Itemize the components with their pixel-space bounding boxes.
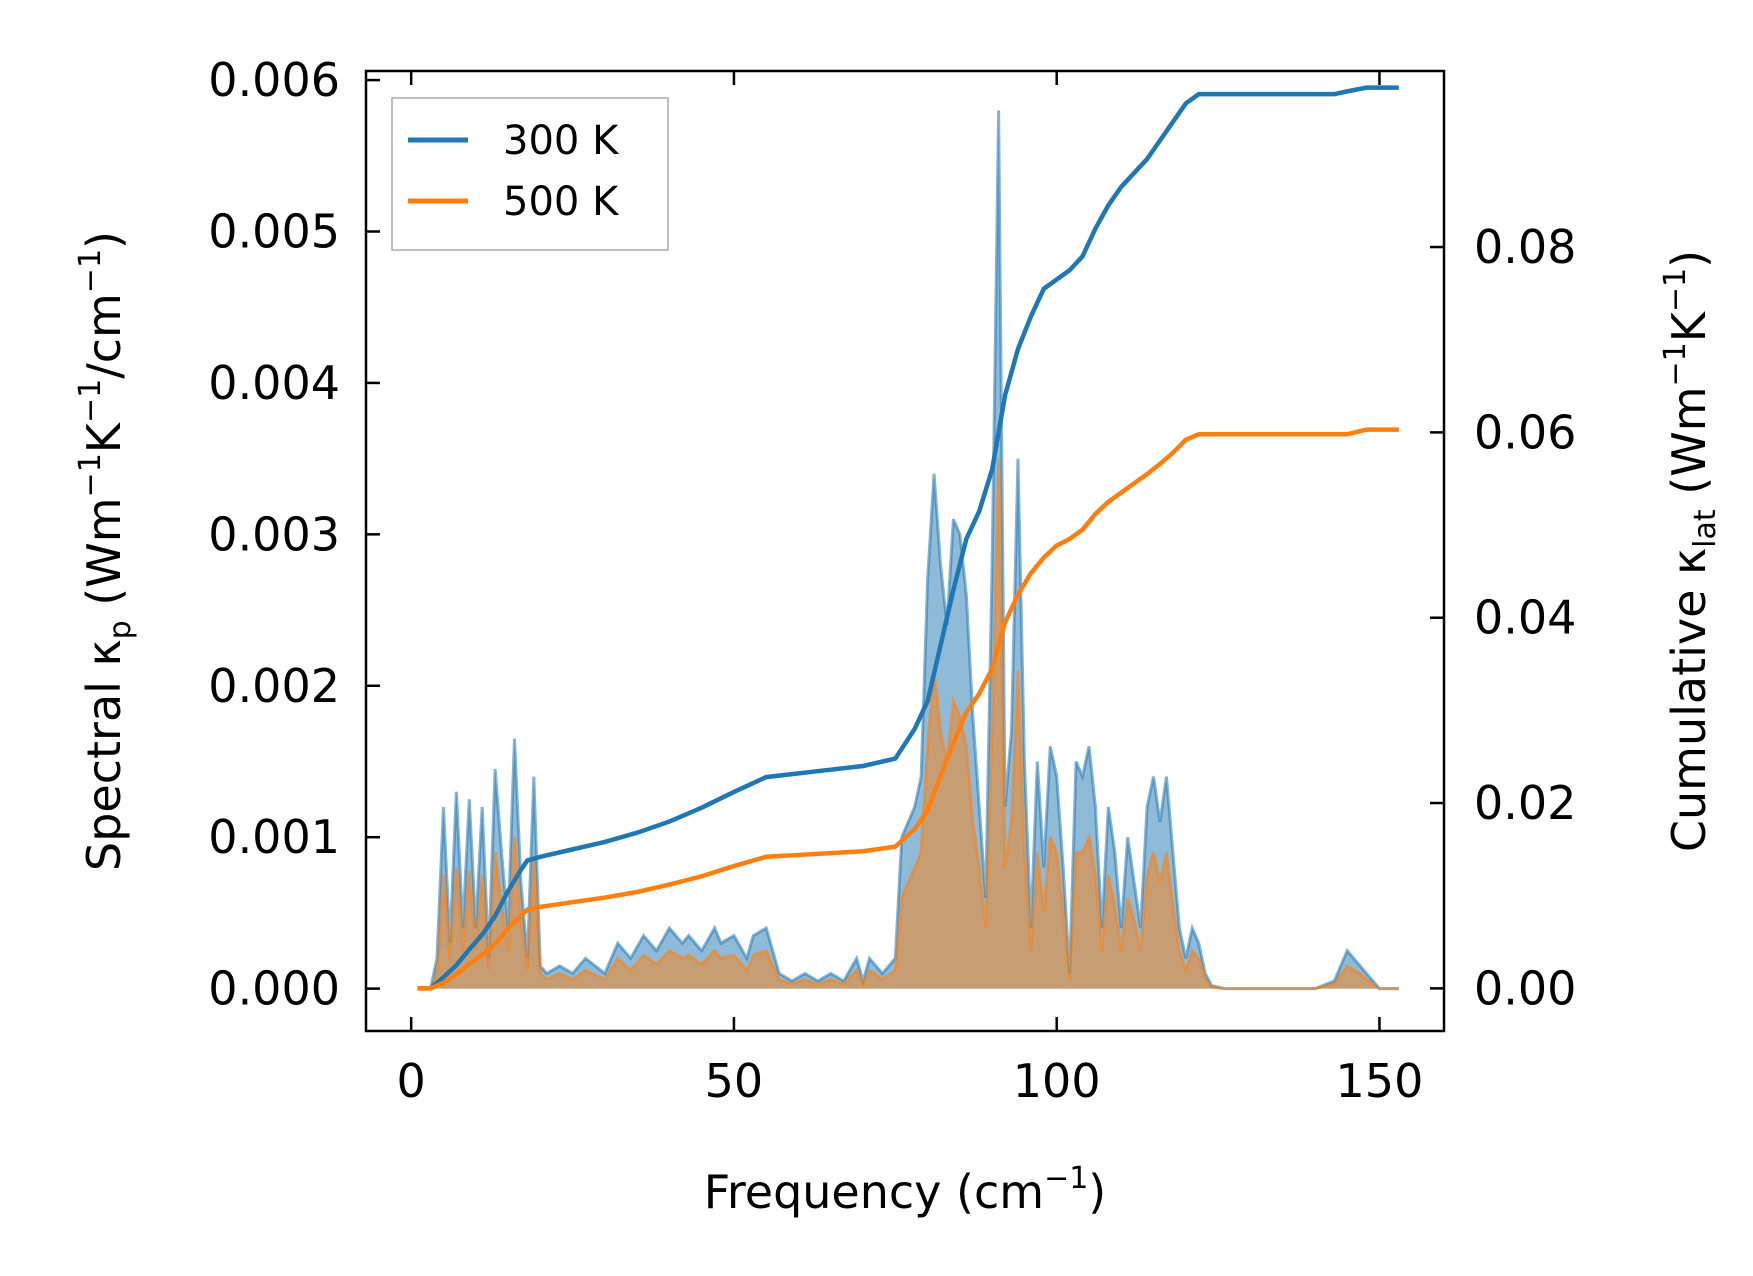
yr-tail: ) bbox=[1662, 250, 1716, 268]
yl-sup2: −1 bbox=[73, 379, 108, 423]
x-tick-label: 0 bbox=[397, 1054, 426, 1108]
x-tick-label: 150 bbox=[1336, 1054, 1424, 1108]
x-tick-label: 50 bbox=[705, 1054, 764, 1108]
y-right-tick-label: 0.04 bbox=[1474, 591, 1576, 645]
y-right-tick-label: 0.02 bbox=[1474, 776, 1576, 830]
y-left-tick-label: 0.005 bbox=[208, 205, 340, 259]
cumulative-lines bbox=[417, 85, 1399, 991]
y-left-tick-label: 0.004 bbox=[208, 356, 340, 410]
legend-label-300k: 300 K bbox=[503, 118, 620, 164]
yr-sup2: −1 bbox=[1658, 268, 1693, 312]
legend-label-500k: 500 K bbox=[503, 179, 620, 225]
x-axis-label-sup: −1 bbox=[1044, 1161, 1088, 1196]
x-tick-label: 100 bbox=[1013, 1054, 1101, 1108]
yl-mid2: K bbox=[77, 421, 131, 453]
spectral-300k-line bbox=[417, 110, 1399, 991]
y-right-tick-label: 0.08 bbox=[1474, 220, 1576, 274]
y-right-tick-label: 0.06 bbox=[1474, 405, 1576, 459]
yl-sub: p bbox=[103, 620, 138, 639]
y-left-tick-label: 0.001 bbox=[208, 810, 340, 864]
yl-mid3: /cm bbox=[77, 293, 131, 379]
plot-frame bbox=[364, 69, 1446, 1033]
y-right-tick-label: 0.00 bbox=[1474, 961, 1576, 1015]
yr-mid1: (Wm bbox=[1662, 386, 1716, 509]
y-left-tick-label: 0.002 bbox=[208, 659, 340, 713]
y-axis-right-label: Cumulative κlat (Wm−1K−1) bbox=[1658, 250, 1723, 852]
x-axis-label: Frequency (cm−1) bbox=[704, 1161, 1107, 1219]
cumulative-300k-line bbox=[417, 85, 1399, 991]
yl-tail: ) bbox=[77, 231, 131, 249]
x-axis-label-tail: ) bbox=[1088, 1165, 1106, 1219]
yl-mid1: (Wm bbox=[77, 497, 131, 620]
yr-mid2: K bbox=[1662, 310, 1716, 342]
legend-box bbox=[391, 97, 669, 251]
x-axis-label-main: Frequency (cm bbox=[704, 1165, 1044, 1219]
y-left-tick-label: 0.003 bbox=[208, 507, 340, 561]
yr-pre: Cumulative κ bbox=[1662, 548, 1716, 852]
yl-sup1: −1 bbox=[73, 453, 108, 497]
y-axis-left-label: Spectral κp (Wm−1K−1/cm−1) bbox=[73, 231, 138, 871]
cumulative-500k-line bbox=[417, 427, 1399, 991]
yr-sub: lat bbox=[1688, 509, 1723, 548]
y-left-tick-label: 0.000 bbox=[208, 962, 340, 1016]
plot-area bbox=[417, 85, 1399, 991]
axis-ticks: 0 50 100 1500.0000.0010.0020.0030.0040.0050… bbox=[208, 53, 1576, 1108]
y-left-tick-label: 0.006 bbox=[208, 53, 340, 107]
legend: 300 K 500 K bbox=[391, 97, 669, 251]
yl-sup3: −1 bbox=[73, 249, 108, 293]
yl-pre: Spectral κ bbox=[77, 639, 131, 871]
yr-sup1: −1 bbox=[1658, 342, 1693, 386]
